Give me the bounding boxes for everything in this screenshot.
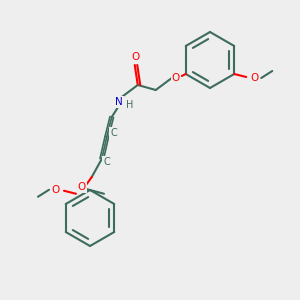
Text: O: O (172, 73, 180, 83)
Text: C: C (103, 157, 110, 167)
Text: O: O (78, 182, 86, 192)
Text: O: O (250, 73, 258, 83)
Text: O: O (132, 52, 140, 62)
Text: H: H (126, 100, 134, 110)
Text: O: O (52, 185, 60, 195)
Text: N: N (115, 97, 123, 107)
Text: C: C (110, 128, 117, 138)
